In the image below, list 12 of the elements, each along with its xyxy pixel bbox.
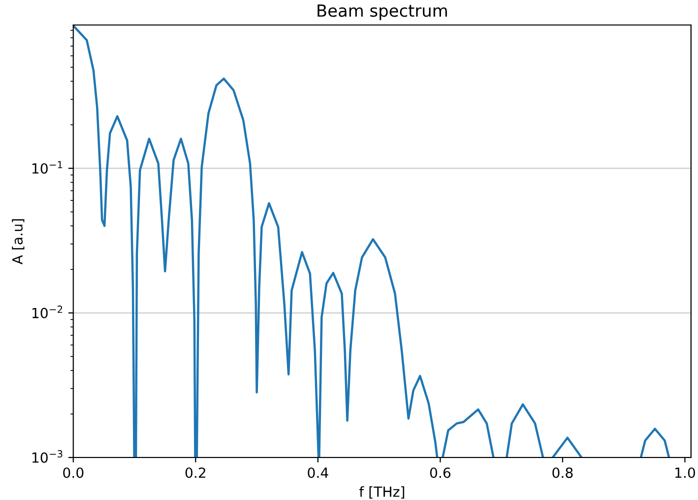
y-axis-title: A [a.u] — [12, 219, 24, 264]
y-tick-label: 10$^{−2}$ — [32, 306, 62, 318]
x-tick-label: 0.4 — [308, 467, 328, 478]
x-axis-title: f [THz] — [359, 486, 404, 499]
y-tick-label: 10$^{−1}$ — [32, 161, 62, 174]
x-tick-label: 0.2 — [185, 467, 206, 478]
chart-title: Beam spectrum — [318, 4, 447, 20]
x-tick-label: 0.6 — [430, 467, 450, 478]
x-tick-label: 0.0 — [63, 467, 84, 478]
x-tick-label: 0.8 — [552, 467, 573, 478]
x-tick-label: 1.0 — [675, 467, 696, 478]
y-tick-label: 10$^{−3}$ — [32, 450, 62, 463]
